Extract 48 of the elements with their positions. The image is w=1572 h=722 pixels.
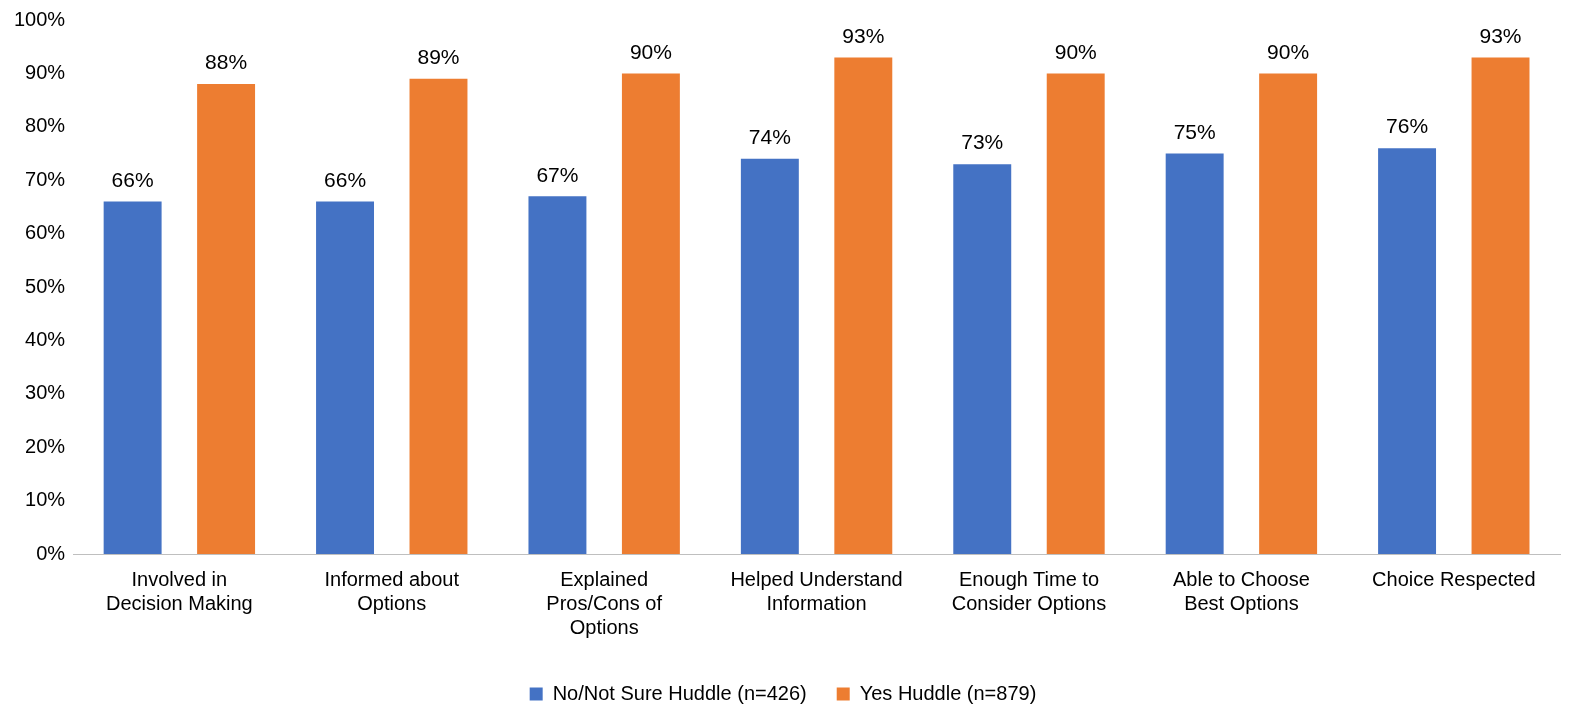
y-tick-label: 90% bbox=[25, 60, 66, 83]
bar bbox=[1165, 153, 1224, 554]
y-tick-label: 10% bbox=[25, 488, 66, 511]
x-tick-label: Enough Time to Consider Options bbox=[951, 567, 1107, 614]
y-tick-label: 80% bbox=[25, 114, 66, 137]
bar bbox=[1259, 73, 1318, 554]
data-label: 90% bbox=[1054, 39, 1097, 63]
bar bbox=[740, 158, 799, 554]
data-label: 66% bbox=[111, 167, 154, 191]
bar bbox=[621, 73, 680, 554]
data-label: 93% bbox=[1479, 23, 1522, 47]
bar bbox=[103, 201, 162, 554]
x-tick-label: Choice Respected bbox=[1372, 567, 1536, 590]
bar bbox=[953, 164, 1012, 554]
x-tick-label: Helped Understand Information bbox=[730, 567, 903, 614]
y-tick-label: 30% bbox=[25, 381, 66, 404]
y-tick-label: 50% bbox=[25, 274, 66, 297]
legend-label: No/Not Sure Huddle (n=426) bbox=[552, 681, 807, 704]
bar bbox=[316, 201, 375, 554]
data-label: 90% bbox=[1267, 39, 1310, 63]
y-tick-label: 70% bbox=[25, 167, 66, 190]
x-tick-label: Able to Choose Best Options bbox=[1173, 567, 1310, 614]
data-label: 75% bbox=[1173, 119, 1216, 143]
bar bbox=[1046, 73, 1105, 554]
x-tick-label: Involved in Decision Making bbox=[105, 567, 253, 614]
data-label: 88% bbox=[205, 50, 248, 74]
data-label: 90% bbox=[629, 39, 672, 63]
bar bbox=[834, 57, 893, 554]
data-label: 74% bbox=[748, 125, 791, 149]
bar bbox=[528, 196, 587, 554]
data-label: 73% bbox=[961, 130, 1004, 154]
bar bbox=[409, 78, 468, 554]
y-tick-label: 60% bbox=[25, 221, 66, 244]
data-label: 67% bbox=[536, 162, 579, 186]
y-tick-label: 100% bbox=[14, 7, 66, 30]
y-tick-label: 40% bbox=[25, 327, 66, 350]
y-tick-label: 0% bbox=[36, 541, 66, 564]
data-label: 93% bbox=[842, 23, 885, 47]
legend-label: Yes Huddle (n=879) bbox=[859, 681, 1037, 704]
data-label: 89% bbox=[417, 45, 460, 69]
data-label: 76% bbox=[1386, 114, 1429, 138]
x-tick-label: Informed about Options bbox=[324, 567, 460, 614]
x-tick-label: Explained Pros/Cons of Options bbox=[546, 567, 663, 638]
bar bbox=[1471, 57, 1530, 554]
data-label: 66% bbox=[324, 167, 367, 191]
bar bbox=[1378, 148, 1437, 554]
bar bbox=[197, 84, 256, 554]
y-tick-label: 20% bbox=[25, 434, 66, 457]
